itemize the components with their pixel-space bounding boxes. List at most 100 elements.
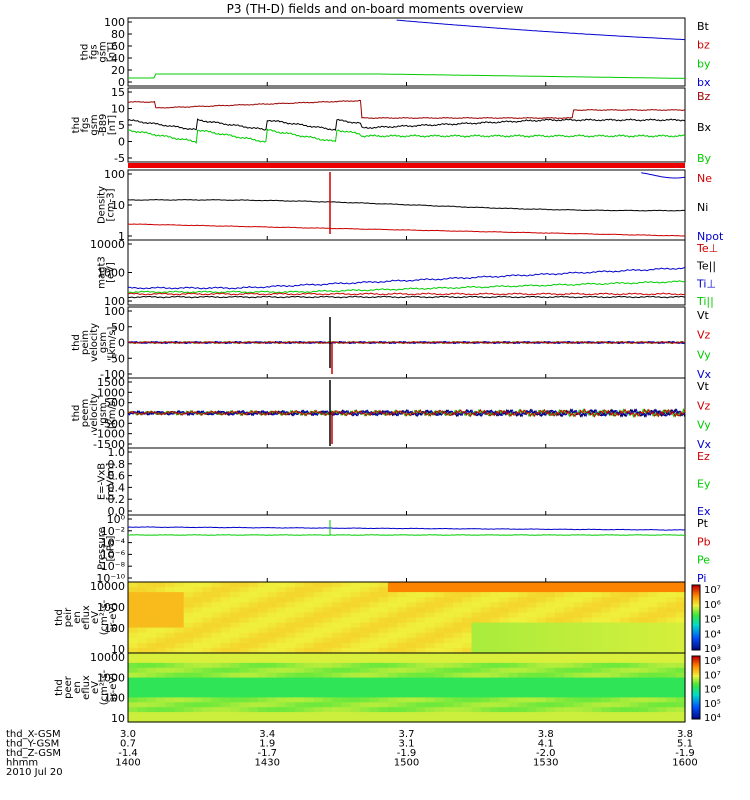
electron-spectrogram-cell (545, 662, 556, 669)
panel-5-legend-Vy: Vy (697, 348, 711, 361)
xaxis-value: 4.1 (538, 739, 554, 750)
electron-spectrogram-cell (332, 687, 343, 693)
ion-spectrogram-cell (425, 597, 435, 603)
electron-spectrogram-cell (387, 702, 398, 708)
ion-spectrogram-cell (183, 642, 194, 649)
electron-spectrogram-cell (239, 677, 250, 684)
electron-spectrogram-cell (276, 692, 287, 698)
electron-spectrogram-cell (471, 653, 482, 659)
ion-spectrogram-cell (369, 642, 380, 649)
electron-spectrogram-cell (425, 687, 435, 693)
ion-spectrogram-cell (332, 607, 343, 614)
ion-spectrogram-cell (582, 597, 593, 603)
ion-spectrogram-cell (387, 582, 398, 588)
electron-spectrogram-cell (387, 682, 398, 689)
electron-spectrogram-cell (452, 667, 463, 674)
ion-spectrogram-cell (378, 582, 389, 588)
ion-spectrogram-cell (322, 632, 333, 639)
ion-spectrogram-cell (193, 627, 203, 634)
ion-spectrogram-cell (610, 622, 621, 629)
electron-spectrogram-cell (610, 653, 621, 659)
ion-spectrogram-cell (666, 647, 677, 654)
ion-spectrogram-cell (146, 627, 157, 634)
electron-colorbar-swatch (692, 695, 700, 699)
ion-spectrogram-cell (378, 607, 389, 614)
ion-spectrogram-cell (629, 607, 640, 614)
ion-spectrogram-cell (360, 607, 370, 614)
electron-spectrogram-cell (657, 657, 667, 664)
ion-spectrogram-cell (666, 617, 677, 624)
ion-spectrogram-cell (155, 587, 166, 593)
ion-spectrogram-cell (230, 617, 240, 624)
ion-spectrogram-cell (295, 627, 305, 634)
ion-spectrogram-cell (647, 622, 658, 629)
electron-spectrogram-cell (155, 697, 166, 703)
electron-spectrogram-cell (406, 677, 417, 684)
electron-spectrogram-cell (137, 702, 148, 708)
electron-spectrogram-cell (146, 687, 157, 693)
electron-spectrogram-cell (387, 717, 398, 723)
ion-spectrogram-cell (425, 607, 435, 614)
ion-spectrogram-cell (480, 582, 491, 588)
electron-spectrogram-cell (545, 702, 556, 708)
electron-spectrogram-cell (295, 687, 305, 693)
ion-spectrogram-cell (555, 627, 565, 634)
ion-spectrogram-cell (137, 587, 148, 593)
ion-spectrogram-cell (397, 587, 408, 593)
ion-spectrogram-cell (499, 647, 510, 654)
panel-10-ylabel: (cm²-s- (99, 669, 110, 705)
ion-spectrogram-cell (443, 592, 454, 598)
electron-spectrogram-cell (666, 717, 677, 723)
ion-spectrogram-cell (620, 622, 630, 629)
ion-spectrogram-cell (239, 632, 250, 639)
ion-spectrogram-cell (304, 622, 315, 629)
electron-spectrogram-cell (592, 702, 603, 708)
ion-colorbar-swatch (692, 593, 700, 597)
separator-bar (128, 163, 685, 168)
electron-spectrogram-cell (564, 687, 575, 693)
ion-spectrogram-cell (592, 622, 603, 629)
panel-2-ytick-label: 0 (118, 136, 125, 149)
panel-1-legend-bz: bz (697, 39, 710, 52)
electron-spectrogram-cell (555, 667, 565, 674)
ion-spectrogram-cell (248, 582, 259, 588)
ion-spectrogram-cell (517, 612, 528, 619)
ion-spectrogram-cell (332, 597, 343, 603)
ion-spectrogram-cell (313, 632, 324, 639)
electron-spectrogram-cell (276, 672, 287, 679)
electron-spectrogram-cell (332, 677, 343, 684)
ion-colorbar-swatch (692, 606, 700, 610)
electron-spectrogram-cell (276, 653, 287, 659)
ion-spectrogram-cell (527, 622, 538, 629)
ion-spectrogram-cell (248, 592, 259, 598)
ion-spectrogram-cell (183, 607, 194, 614)
electron-colorbar-swatch (692, 668, 700, 672)
ion-spectrogram-cell (573, 622, 584, 629)
panel-6-ylabel: peem (80, 399, 91, 427)
ion-spectrogram-cell (137, 622, 148, 629)
electron-spectrogram-cell (350, 717, 361, 723)
ion-colorbar-swatch (692, 628, 700, 631)
electron-spectrogram-cell (295, 692, 305, 698)
electron-spectrogram-cell (341, 687, 352, 693)
panel-7-ytick-label: 0.6 (108, 470, 126, 483)
panel-1-ytick-label: 80 (111, 28, 125, 41)
electron-spectrogram-cell (490, 653, 500, 659)
ion-spectrogram-cell (332, 632, 343, 639)
ion-spectrogram-cell (285, 642, 296, 649)
electron-spectrogram-cell (360, 662, 370, 669)
ion-spectrogram-cell (657, 582, 667, 588)
electron-spectrogram-cell (248, 717, 259, 723)
ion-spectrogram-cell (332, 627, 343, 634)
ion-spectrogram-cell (620, 602, 630, 608)
ion-spectrogram-cell (490, 587, 500, 593)
electron-spectrogram-cell (647, 702, 658, 708)
electron-spectrogram-cell (629, 692, 640, 698)
ion-spectrogram-cell (239, 617, 250, 624)
electron-spectrogram-cell (146, 697, 157, 703)
electron-spectrogram-cell (276, 717, 287, 723)
ion-spectrogram-cell (415, 617, 426, 624)
panel-9-ylabel: sr-eV) (108, 603, 119, 632)
ion-spectrogram-cell (128, 587, 138, 593)
electron-spectrogram-cell (601, 653, 612, 659)
